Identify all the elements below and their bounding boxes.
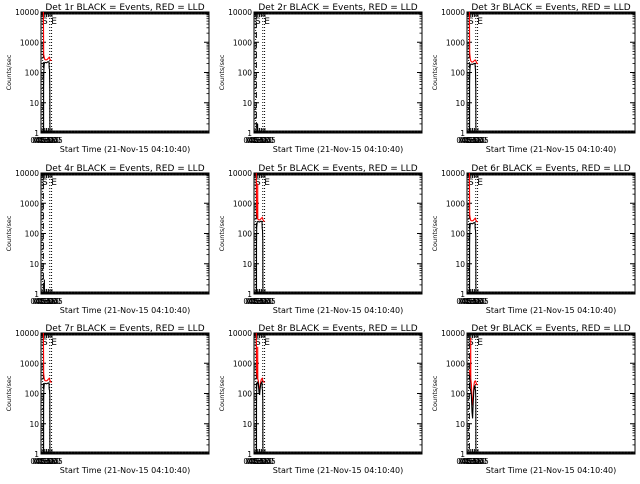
- x-tick-label: 05:45: [41, 457, 63, 466]
- chart-title: Det 1r BLACK = Events, RED = LLD: [45, 3, 204, 13]
- chart-title: Det 6r BLACK = Events, RED = LLD: [471, 164, 630, 174]
- x-axis-label: Start Time (21-Nov-15 04:10:40): [273, 306, 403, 315]
- y-axis-label: Counts/sec: [431, 215, 439, 251]
- y-tick-label: 10: [29, 99, 39, 108]
- y-axis-label: Counts/sec: [431, 54, 439, 90]
- chart-title: Det 2r BLACK = Events, RED = LLD: [258, 3, 417, 13]
- y-tick-label: 1000: [20, 359, 39, 368]
- y-tick-label: 100: [238, 69, 253, 78]
- y-tick-label: 10: [242, 260, 252, 269]
- chart-title: Det 4r BLACK = Events, RED = LLD: [45, 164, 204, 174]
- y-axis-label: Counts/sec: [218, 54, 226, 90]
- panel-2: Det 2r BLACK = Events, RED = LLD10000100…: [218, 3, 422, 154]
- marker-end: E: [51, 178, 57, 188]
- y-tick-label: 100: [451, 230, 466, 239]
- y-tick-label: 10: [455, 260, 465, 269]
- y-tick-label: 10: [242, 99, 252, 108]
- y-tick-label: 10000: [441, 169, 465, 178]
- y-tick-label: 1000: [20, 199, 39, 208]
- panel-5: Det 5r BLACK = Events, RED = LLD10000100…: [218, 164, 422, 315]
- y-tick-label: 100: [25, 230, 40, 239]
- chart-title: Det 8r BLACK = Events, RED = LLD: [258, 324, 417, 334]
- y-axis-label: Counts/sec: [218, 215, 226, 251]
- plot-frame: [254, 333, 422, 454]
- marker-end: E: [51, 17, 57, 27]
- y-axis-label: Counts/sec: [5, 375, 13, 411]
- plot-frame: [254, 12, 422, 133]
- x-axis-label: Start Time (21-Nov-15 04:10:40): [60, 466, 190, 475]
- plot-frame: [41, 12, 209, 133]
- marker-start: S: [42, 178, 48, 188]
- y-tick-label: 10: [455, 99, 465, 108]
- panel-8: Det 8r BLACK = Events, RED = LLD10000100…: [218, 324, 422, 475]
- y-tick-label: 10000: [15, 329, 39, 338]
- y-tick-label: 100: [25, 69, 40, 78]
- y-tick-label: 100: [238, 230, 253, 239]
- marker-start: S: [255, 17, 261, 27]
- marker-start: S: [468, 17, 474, 27]
- y-axis-label: Counts/sec: [5, 215, 13, 251]
- y-tick-label: 10: [29, 420, 39, 429]
- y-tick-label: 1000: [446, 199, 465, 208]
- marker-end: E: [477, 17, 483, 27]
- x-tick-label: 05:45: [254, 136, 276, 145]
- y-tick-label: 10000: [15, 169, 39, 178]
- x-axis-label: Start Time (21-Nov-15 04:10:40): [486, 306, 616, 315]
- y-tick-label: 10000: [228, 169, 252, 178]
- marker-end: E: [51, 338, 57, 348]
- marker-end: E: [264, 17, 270, 27]
- plot-frame: [41, 173, 209, 294]
- chart-title: Det 3r BLACK = Events, RED = LLD: [471, 3, 630, 13]
- x-axis-label: Start Time (21-Nov-15 04:10:40): [60, 145, 190, 154]
- x-axis-label: Start Time (21-Nov-15 04:10:40): [273, 145, 403, 154]
- panel-7: Det 7r BLACK = Events, RED = LLD10000100…: [5, 324, 209, 475]
- chart-title: Det 5r BLACK = Events, RED = LLD: [258, 164, 417, 174]
- marker-start: S: [468, 178, 474, 188]
- y-tick-label: 1000: [233, 38, 252, 47]
- plot-frame: [467, 12, 635, 133]
- panel-3: Det 3r BLACK = Events, RED = LLD10000100…: [431, 3, 635, 154]
- x-tick-label: 05:45: [41, 297, 63, 306]
- y-tick-label: 100: [238, 390, 253, 399]
- panel-4: Det 4r BLACK = Events, RED = LLD10000100…: [5, 164, 209, 315]
- x-tick-label: 05:45: [41, 136, 63, 145]
- x-tick-label: 05:45: [254, 297, 276, 306]
- marker-end: E: [477, 178, 483, 188]
- plot-frame: [467, 173, 635, 294]
- y-tick-label: 10000: [228, 8, 252, 17]
- y-tick-label: 10: [242, 420, 252, 429]
- y-tick-label: 100: [451, 69, 466, 78]
- panel-1: Det 1r BLACK = Events, RED = LLD10000100…: [5, 3, 209, 154]
- x-axis-label: Start Time (21-Nov-15 04:10:40): [486, 145, 616, 154]
- marker-start: S: [42, 338, 48, 348]
- y-axis-label: Counts/sec: [5, 54, 13, 90]
- y-tick-label: 100: [25, 390, 40, 399]
- plot-frame: [41, 333, 209, 454]
- y-tick-label: 10000: [228, 329, 252, 338]
- y-tick-label: 1000: [233, 199, 252, 208]
- x-tick-label: 05:45: [254, 457, 276, 466]
- y-tick-label: 1000: [446, 38, 465, 47]
- x-axis-label: Start Time (21-Nov-15 04:10:40): [60, 306, 190, 315]
- panel-6: Det 6r BLACK = Events, RED = LLD10000100…: [431, 164, 635, 315]
- y-tick-label: 1000: [233, 359, 252, 368]
- plot-frame: [254, 173, 422, 294]
- y-tick-label: 10000: [15, 8, 39, 17]
- y-tick-label: 10: [29, 260, 39, 269]
- chart-title: Det 7r BLACK = Events, RED = LLD: [45, 324, 204, 334]
- marker-end: E: [264, 178, 270, 188]
- x-tick-label: 05:45: [467, 136, 489, 145]
- x-tick-label: 05:45: [467, 297, 489, 306]
- y-tick-label: 10000: [441, 8, 465, 17]
- y-tick-label: 1000: [20, 38, 39, 47]
